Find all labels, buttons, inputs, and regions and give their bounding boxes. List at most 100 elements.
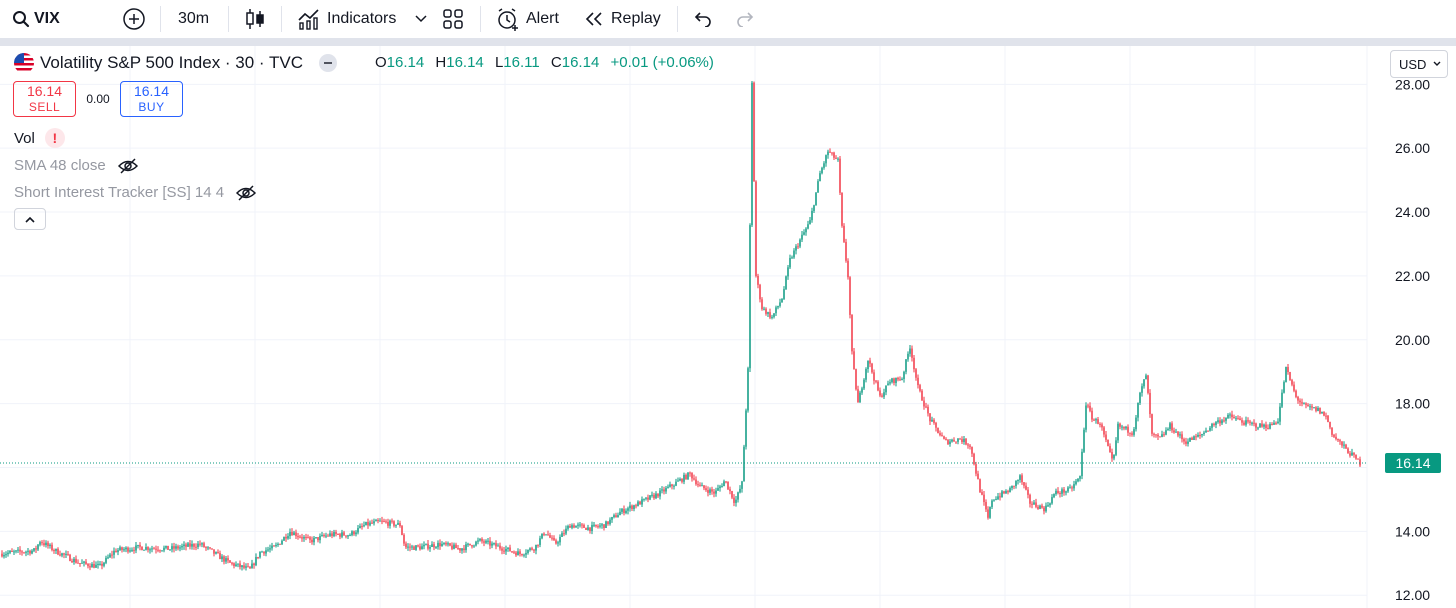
candle-body — [65, 553, 67, 555]
candle-body — [1349, 453, 1351, 456]
sma-indicator-legend[interactable]: SMA 48 close — [14, 157, 138, 174]
candle-body — [1251, 422, 1253, 424]
price-chart[interactable]: 12.0014.0016.0018.0020.0022.0024.0026.00… — [0, 46, 1456, 608]
alert-button[interactable]: Alert — [496, 0, 559, 38]
candle-body — [227, 558, 229, 561]
candle-body — [921, 390, 923, 401]
candle-body — [1239, 418, 1241, 421]
candle-body — [1063, 489, 1065, 493]
candle-body — [827, 151, 829, 156]
candle-body — [599, 525, 601, 527]
currency-label: USD — [1399, 56, 1427, 72]
symbol-search-button[interactable]: VIX — [12, 0, 60, 38]
candle-body — [783, 289, 785, 299]
candle-body — [117, 550, 119, 553]
candle-body — [457, 548, 459, 550]
candle-body — [679, 478, 681, 481]
candle-body — [337, 533, 339, 535]
warning-icon[interactable]: ! — [44, 128, 65, 148]
candle-body — [21, 551, 23, 553]
candle-body — [1285, 366, 1287, 383]
candle-body — [251, 563, 253, 569]
candle-body — [1151, 414, 1153, 434]
candle-body — [1305, 403, 1307, 405]
symbol-legend[interactable]: Volatility S&P 500 Index · 30 · TVC — [14, 53, 338, 73]
candle-body — [607, 521, 609, 525]
candle-body — [927, 406, 929, 414]
candle-body — [311, 539, 313, 543]
candle-body — [445, 542, 447, 545]
candle-body — [1289, 372, 1291, 381]
replay-button[interactable]: Replay — [584, 0, 661, 38]
candle-body — [879, 390, 881, 396]
indicators-templates-button[interactable] — [415, 0, 427, 38]
interval-button[interactable]: 30m — [178, 0, 209, 38]
candle-body — [253, 563, 255, 566]
candle-body — [835, 157, 837, 159]
candle-body — [735, 499, 737, 503]
volume-indicator-legend[interactable]: Vol ! — [14, 128, 65, 148]
candle-body — [343, 532, 345, 536]
candle-body — [749, 225, 751, 369]
redo-button[interactable] — [736, 0, 754, 38]
candle-body — [97, 563, 99, 565]
candle-body — [497, 545, 499, 547]
close-label: C — [550, 54, 562, 71]
sell-button[interactable]: 16.14 SELL — [13, 81, 76, 117]
candle-body — [847, 260, 849, 278]
candle-body — [1259, 423, 1261, 428]
candle-body — [41, 542, 43, 544]
candle-body — [1295, 390, 1297, 397]
candle-body — [145, 547, 147, 550]
candle-body — [733, 497, 735, 503]
indicators-button[interactable]: Indicators — [297, 0, 396, 38]
short-interest-indicator-legend[interactable]: Short Interest Tracker [SS] 14 4 — [14, 184, 257, 201]
layout-button[interactable] — [443, 0, 463, 38]
candle-body — [225, 558, 227, 562]
candle-body — [1287, 366, 1289, 373]
candle-body — [109, 554, 111, 558]
chart-pane[interactable]: 12.0014.0016.0018.0020.0022.0024.0026.00… — [0, 46, 1456, 608]
candle-body — [917, 377, 919, 386]
candle-body — [1027, 489, 1029, 495]
candle-body — [797, 246, 799, 248]
collapse-legend-icon[interactable] — [319, 54, 338, 72]
candle-body — [569, 525, 571, 528]
candle-body — [335, 532, 337, 534]
candle-body — [909, 348, 911, 354]
candle-body — [1315, 407, 1317, 411]
hidden-eye-icon[interactable] — [117, 157, 138, 174]
candle-body — [453, 544, 455, 549]
buy-button[interactable]: 16.14 BUY — [120, 81, 183, 117]
candle-body — [423, 544, 425, 547]
candle-body — [885, 385, 887, 393]
add-symbol-button[interactable] — [122, 0, 146, 38]
candle-body — [981, 492, 983, 495]
candle-body — [867, 360, 869, 370]
candle-body — [689, 472, 691, 474]
candle-body — [435, 547, 437, 549]
candle-body — [711, 489, 713, 492]
chart-type-button[interactable] — [244, 0, 266, 38]
candle-body — [845, 241, 847, 261]
candle-body — [1117, 423, 1119, 441]
candle-body — [1075, 481, 1077, 485]
candle-body — [107, 557, 109, 559]
candle-body — [5, 554, 7, 556]
hidden-eye-icon[interactable] — [236, 184, 257, 201]
currency-select[interactable]: USD — [1390, 50, 1448, 78]
candle-body — [883, 392, 885, 397]
candle-body — [861, 388, 863, 393]
candle-body — [295, 532, 297, 537]
candle-body — [495, 543, 497, 547]
candle-body — [63, 553, 65, 555]
candle-body — [881, 395, 883, 397]
candle-body — [597, 526, 599, 528]
undo-button[interactable] — [694, 0, 712, 38]
candle-body — [693, 478, 695, 480]
candle-body — [687, 472, 689, 480]
y-axis-tick-label: 18.00 — [1395, 396, 1430, 412]
collapse-indicators-button[interactable] — [14, 208, 46, 230]
last-price-badge — [1385, 453, 1441, 474]
candle-body — [691, 473, 693, 479]
